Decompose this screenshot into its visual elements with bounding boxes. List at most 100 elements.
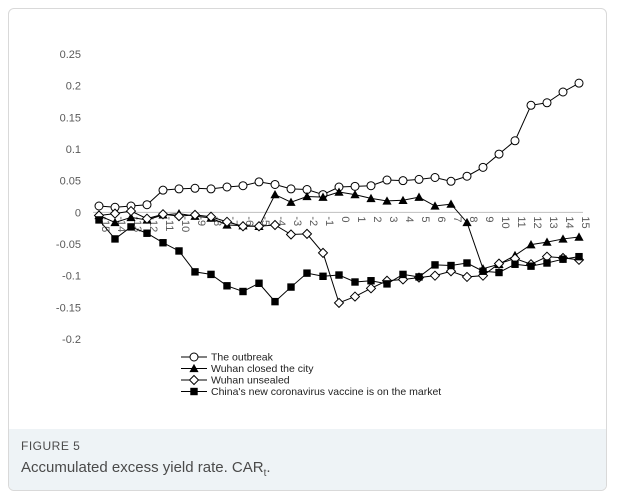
data-point	[269, 219, 281, 231]
data-point	[94, 201, 104, 211]
data-point	[142, 200, 152, 210]
data-point	[127, 223, 135, 231]
data-point	[317, 247, 329, 259]
y-axis-ticks: 0.25 0.2 0.15 0.1 0.05 0 -0.05 -0.1 -0.15 -0.2	[56, 49, 81, 346]
x-tick-label: -3	[291, 216, 303, 226]
data-point	[447, 261, 455, 270]
data-point	[173, 210, 185, 222]
data-point	[271, 297, 279, 306]
legend-label: Wuhan closed the city	[211, 363, 314, 375]
x-tick-label: -8	[211, 216, 223, 226]
data-point	[270, 190, 280, 199]
x-tick-label: 1	[355, 216, 367, 222]
y-tick-label: 0	[75, 207, 81, 219]
y-tick-label: -0.1	[62, 271, 81, 283]
data-point	[270, 179, 280, 189]
data-point	[95, 216, 103, 224]
y-tick-label: 0.15	[60, 112, 81, 124]
x-tick-label: 3	[387, 216, 399, 222]
figure-title-subscript: t	[263, 468, 267, 479]
data-point	[542, 98, 552, 108]
legend-item: Wuhan unsealed	[181, 375, 290, 387]
data-point	[239, 287, 247, 296]
data-point	[446, 199, 456, 208]
data-point	[398, 176, 408, 186]
data-point	[349, 291, 361, 302]
data-point	[126, 212, 136, 222]
figure-title-end: .	[266, 459, 271, 476]
x-tick-label: 12	[531, 216, 543, 228]
data-point	[558, 87, 568, 97]
series-4	[95, 216, 583, 306]
y-tick-label: 0.1	[66, 144, 81, 156]
x-tick-label: 9	[483, 216, 495, 222]
data-point	[511, 260, 519, 268]
data-point	[495, 268, 503, 277]
y-tick-label: 0.05	[60, 176, 81, 188]
legend-item: The outbreak	[181, 352, 274, 364]
x-tick-label: -6	[243, 216, 255, 226]
figure-title: Accumulated excess yield rate. CARt.	[21, 459, 596, 479]
data-point	[238, 181, 248, 191]
data-point	[542, 237, 552, 246]
data-point	[319, 272, 327, 280]
data-point	[143, 229, 151, 237]
data-point	[174, 184, 184, 194]
x-tick-label: -1	[323, 216, 335, 226]
data-point	[222, 182, 232, 192]
data-point	[527, 262, 535, 270]
data-point	[559, 255, 567, 263]
data-point	[350, 190, 360, 199]
x-tick-label: -10	[179, 216, 191, 232]
series-layer	[93, 78, 585, 309]
data-point	[446, 176, 456, 186]
data-point	[526, 240, 536, 249]
x-tick-label: 6	[435, 216, 447, 222]
data-point	[301, 228, 313, 240]
data-point	[365, 283, 377, 294]
data-point	[366, 181, 376, 191]
data-point	[125, 205, 137, 217]
data-point	[558, 234, 568, 243]
data-point	[189, 209, 201, 221]
data-point	[334, 187, 344, 196]
x-tick-label: -7	[227, 216, 239, 226]
data-point	[398, 195, 408, 204]
x-tick-label: -11	[163, 216, 175, 231]
x-tick-label: 8	[467, 216, 479, 222]
data-point	[367, 277, 375, 285]
x-tick-label: -2	[307, 216, 319, 226]
data-point	[302, 191, 312, 201]
data-point	[109, 208, 121, 219]
data-point	[141, 213, 153, 224]
data-point	[431, 261, 439, 269]
y-tick-label: 0.25	[60, 49, 81, 61]
x-tick-label: 11	[515, 216, 527, 227]
data-point	[335, 271, 343, 279]
data-point	[510, 136, 520, 146]
figure-caption: FIGURE 5 Accumulated excess yield rate. …	[9, 429, 606, 490]
x-tick-label: -9	[195, 216, 207, 226]
data-point	[351, 278, 359, 286]
series-1	[94, 78, 584, 212]
data-point	[478, 162, 488, 172]
data-point	[206, 184, 216, 194]
data-point	[429, 270, 441, 281]
x-tick-label: 4	[403, 216, 415, 222]
data-point	[221, 216, 233, 228]
data-point	[285, 229, 297, 240]
data-point	[159, 239, 167, 247]
x-tick-label: 10	[499, 216, 511, 228]
figure-title-text: Accumulated excess yield rate. CAR	[21, 459, 264, 476]
y-tick-label: -0.05	[56, 239, 81, 251]
data-point	[462, 171, 472, 181]
data-point	[493, 258, 505, 269]
x-tick-label: -14	[115, 216, 127, 232]
legend-label: Wuhan unsealed	[211, 375, 290, 387]
y-tick-label: -0.15	[56, 302, 81, 314]
y-tick-label: 0.2	[66, 81, 81, 93]
data-point	[333, 297, 345, 309]
legend-label: China's new coronavirus vaccine is on th…	[211, 386, 441, 398]
figure-card: 0.25 0.2 0.15 0.1 0.05 0 -0.05 -0.1 -0.15 -0.2 -1…	[8, 8, 607, 491]
legend-marker	[190, 387, 198, 396]
